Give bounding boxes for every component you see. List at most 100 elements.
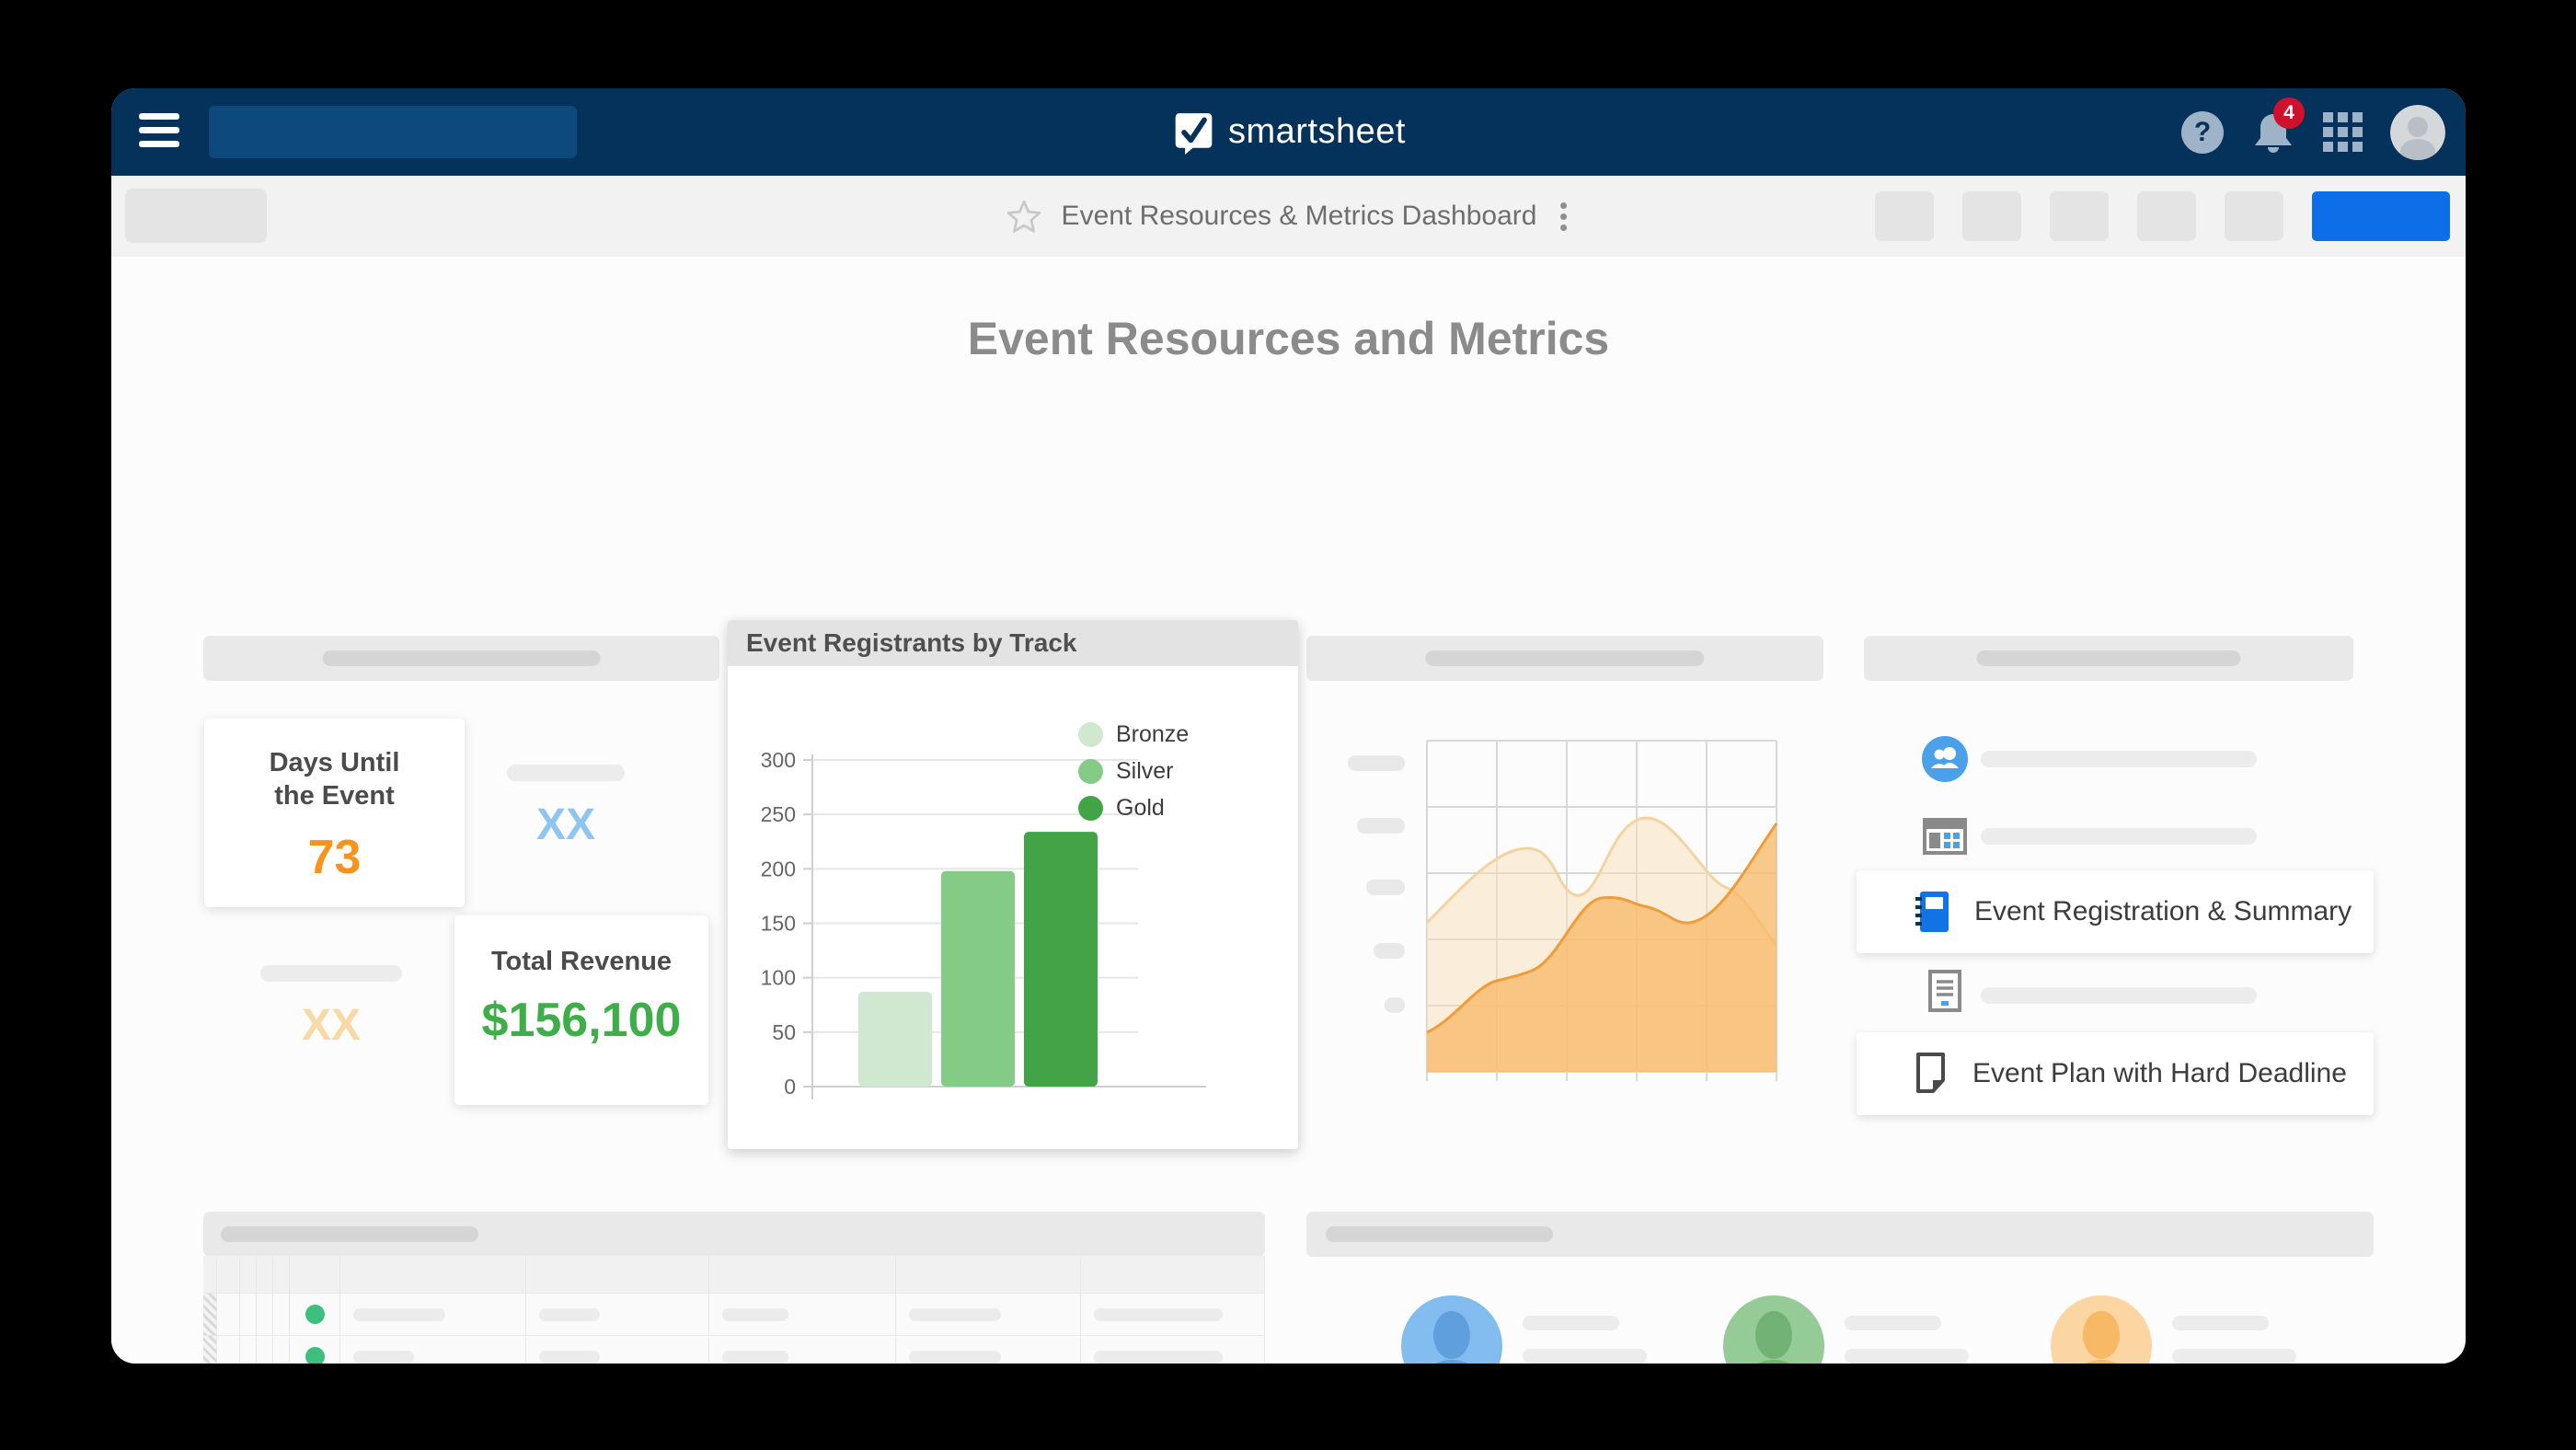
primary-action-button[interactable] [2312,191,2450,241]
sheet-preview-table[interactable] [203,1256,1265,1364]
dashboard-toolbar: Event Resources & Metrics Dashboard [111,176,2466,258]
contact-text-placeholder [1523,1316,1619,1330]
total-revenue-card[interactable]: Total Revenue $156,100 [454,915,708,1105]
y-axis-tick-label: 100 [761,966,796,990]
dashboard-title: Event Resources & Metrics Dashboard [1061,201,1537,231]
report-grid-icon [1923,818,1967,855]
link-row-placeholder-2 [1981,828,2257,845]
metric-label-placeholder-yellow [260,965,402,982]
cell-text-placeholder [539,1350,600,1364]
metric-value-blue: XX [535,800,596,849]
apps-grid-icon[interactable] [2323,112,2363,152]
table-header-row [203,1256,1265,1294]
hamburger-menu-icon[interactable] [139,113,179,150]
cell-text-placeholder [722,1307,788,1321]
toolbar-action-placeholder-1[interactable] [1875,191,1934,241]
metric-value-yellow: XX [301,1001,362,1050]
smartsheet-app-window: smartsheet ? 4 [111,88,2466,1364]
toolbar-action-placeholder-3[interactable] [2050,191,2109,241]
cell-text-placeholder [1094,1307,1223,1321]
table-cell [240,1336,257,1364]
cell-text-placeholder [1094,1350,1223,1364]
legend-swatch-bronze [1078,722,1103,747]
table-cell [257,1294,273,1336]
table-row[interactable] [203,1336,1265,1364]
y-axis-tick-label: 250 [761,802,796,826]
status-dot [305,1347,325,1364]
table-cell [1081,1294,1265,1336]
nav-search-placeholder[interactable] [209,106,577,158]
table-cell [896,1336,1081,1364]
table-cell [290,1336,340,1364]
widget-header-placeholder-1 [203,636,719,681]
chart-legend: Bronze Silver Gold [1078,721,1189,832]
bar-bronze [858,992,932,1087]
table-cell [273,1336,290,1364]
table-header-cell [340,1256,526,1294]
help-icon[interactable]: ? [2181,110,2224,154]
table-header-cell [526,1256,709,1294]
kebab-menu-icon[interactable] [1557,199,1570,235]
table-cell [203,1294,217,1336]
link-label: Event Registration & Summary [1974,896,2352,926]
link-event-registration[interactable]: Event Registration & Summary [1857,870,2374,953]
contact-avatar [1401,1295,1502,1364]
y-axis-tick-label: 150 [761,912,796,936]
contact-text-placeholder [1845,1316,1941,1330]
area-series-back-line [1425,816,1778,947]
legend-item: Gold [1078,795,1189,822]
legend-swatch-gold [1078,796,1103,821]
toolbar-action-placeholder-5[interactable] [2225,191,2283,241]
legend-label: Bronze [1116,721,1190,747]
legend-label: Silver [1116,758,1174,784]
days-until-title: Days Until the Event [269,748,400,811]
legend-swatch-silver [1078,759,1103,784]
table-row[interactable] [203,1294,1265,1336]
y-axis-tick-label: 200 [761,857,796,880]
registrants-chart-card[interactable]: Event Registrants by Track 0 50 100 150 200 2… [728,620,1298,1149]
table-header-cell [896,1256,1081,1294]
table-header-cell [240,1256,257,1294]
area-chart-placeholder [1348,740,1778,1081]
chart-title: Event Registrants by Track [746,628,1077,657]
chart-header: Event Registrants by Track [728,620,1298,666]
total-revenue-title: Total Revenue [490,947,673,976]
table-header-cell [273,1256,290,1294]
cell-text-placeholder [909,1350,1001,1364]
toolbar-action-placeholder-4[interactable] [2137,191,2196,241]
favorite-star-icon[interactable] [1006,199,1041,234]
table-widget-header [203,1212,1265,1257]
total-revenue-value: $156,100 [481,994,682,1048]
table-cell [526,1336,709,1364]
widget-header-placeholder-3 [1864,636,2353,681]
legend-label: Gold [1116,795,1165,821]
contacts-widget-header [1306,1212,2374,1257]
table-cell [217,1336,240,1364]
y-axis-tick-label: 0 [784,1075,796,1099]
area-series-front-line [1426,823,1778,1034]
table-cell [290,1294,340,1336]
document-icon [1928,970,1961,1012]
legend-item: Silver [1078,758,1189,785]
y-axis-tick-label: 300 [761,748,796,772]
contact-avatar [2051,1295,2152,1364]
notifications-bell-icon[interactable]: 4 [2251,97,2305,156]
days-until-event-card[interactable]: Days Until the Event 73 [204,719,465,907]
toolbar-action-placeholder-2[interactable] [1962,191,2021,241]
area-series-front [1427,823,1777,1072]
table-cell [257,1336,273,1364]
table-cell [217,1294,240,1336]
notification-badge: 4 [2273,97,2305,129]
area-axis-label-placeholders [1348,755,1405,1013]
table-cell [340,1336,526,1364]
brand-name: smartsheet [1228,112,1406,151]
toolbar-back-placeholder[interactable] [125,189,267,243]
link-event-plan[interactable]: Event Plan with Hard Deadline [1857,1032,2374,1115]
table-cell [526,1294,709,1336]
user-avatar[interactable] [2390,104,2445,160]
table-header-cell [257,1256,273,1294]
table-cell [340,1294,526,1336]
contact-text-placeholder [2172,1316,2269,1330]
status-dot [305,1305,325,1324]
